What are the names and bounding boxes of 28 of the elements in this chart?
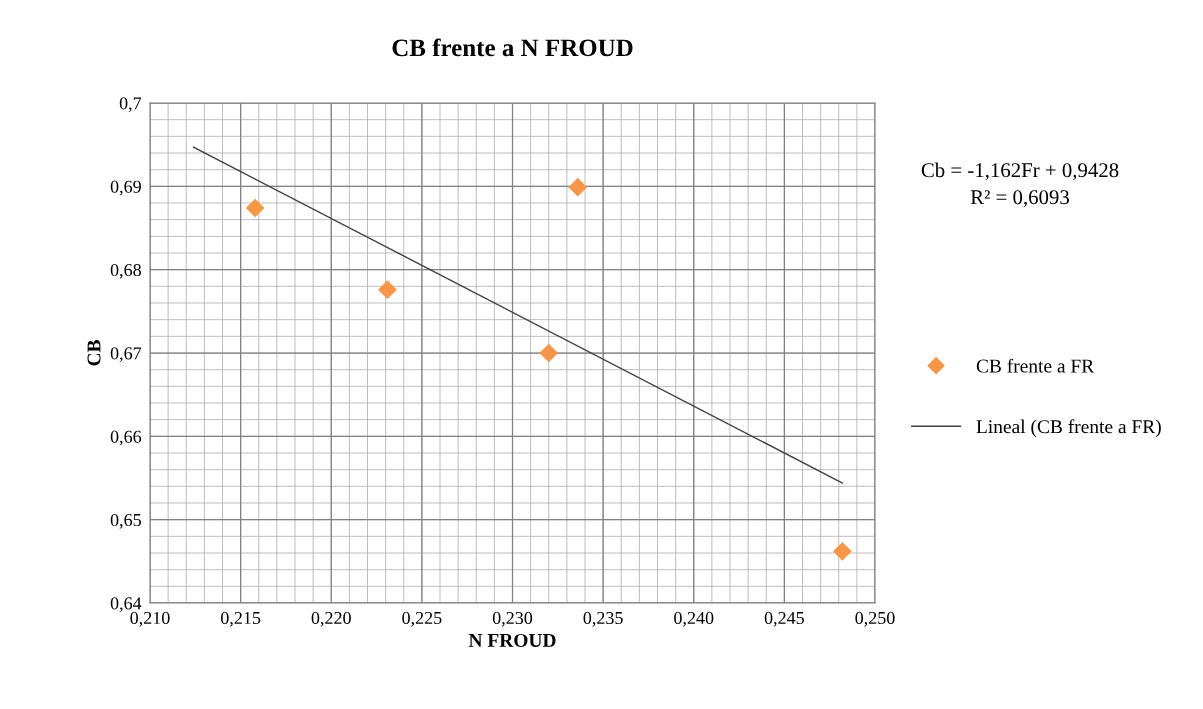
- point: [378, 280, 397, 299]
- legend-label: Lineal (CB frente a FR): [976, 419, 1161, 438]
- y-tick-label: 0,69: [110, 180, 141, 196]
- point: [568, 177, 588, 197]
- chart-title: CB frente a N FROUD: [392, 38, 633, 57]
- y-tick-label: 0,65: [110, 513, 141, 529]
- text: R² = 0,6093: [970, 190, 1069, 208]
- x-tick-label: 0,230: [492, 611, 533, 627]
- legend-label: CB frente a FR: [976, 358, 1095, 373]
- x-tick-label: 0,240: [674, 611, 714, 627]
- x-tick-label: 0,215: [221, 611, 261, 627]
- y-tick-label: 0,7: [119, 97, 142, 113]
- x-tick-label: 0,250: [855, 611, 895, 627]
- y-tick-label: 0,67: [110, 347, 142, 363]
- y-tick-label: 0,64: [110, 597, 142, 613]
- point: [245, 198, 265, 218]
- point: [539, 343, 559, 363]
- x-axis-title: N FROUD: [468, 633, 556, 647]
- y-axis-title: CB: [87, 340, 101, 366]
- y-tick-label: 0,68: [110, 263, 141, 279]
- x-tick-label: 0,225: [402, 611, 442, 627]
- x-tick-label: 0,235: [583, 611, 623, 627]
- y-tick-label: 0,66: [110, 430, 142, 446]
- text: Cb = -1,162Fr + 0,9428: [921, 162, 1119, 181]
- x-tick-label: 0,245: [764, 611, 804, 627]
- x-tick-label: 0,210: [130, 611, 170, 627]
- point: [833, 542, 852, 561]
- x-tick-label: 0,220: [311, 611, 351, 627]
